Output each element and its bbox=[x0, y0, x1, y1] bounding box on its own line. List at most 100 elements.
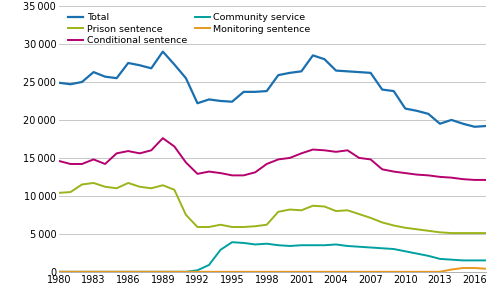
Conditional sentence bbox=[460, 177, 466, 181]
Community service bbox=[264, 242, 270, 246]
Monitoring sentence bbox=[241, 270, 246, 274]
Monitoring sentence bbox=[437, 270, 443, 274]
Community service bbox=[114, 270, 120, 274]
Conditional sentence bbox=[56, 159, 62, 163]
Conditional sentence bbox=[252, 171, 258, 174]
Total bbox=[275, 73, 281, 77]
Community service bbox=[183, 270, 189, 274]
Total bbox=[414, 109, 420, 113]
Monitoring sentence bbox=[264, 270, 270, 274]
Conditional sentence bbox=[68, 162, 74, 166]
Prison sentence bbox=[391, 224, 397, 227]
Total bbox=[241, 90, 246, 94]
Monitoring sentence bbox=[194, 270, 200, 274]
Prison sentence bbox=[171, 188, 177, 191]
Total bbox=[229, 100, 235, 104]
Conditional sentence bbox=[437, 175, 443, 179]
Prison sentence bbox=[68, 190, 74, 194]
Total bbox=[460, 122, 466, 126]
Monitoring sentence bbox=[252, 270, 258, 274]
Prison sentence bbox=[229, 225, 235, 229]
Total bbox=[114, 76, 120, 80]
Prison sentence bbox=[322, 205, 327, 208]
Total bbox=[287, 71, 293, 75]
Prison sentence bbox=[91, 181, 97, 185]
Total bbox=[333, 69, 339, 72]
Monitoring sentence bbox=[345, 270, 351, 274]
Community service bbox=[310, 243, 316, 247]
Conditional sentence bbox=[322, 149, 327, 152]
Total bbox=[148, 66, 154, 70]
Community service bbox=[91, 270, 97, 274]
Monitoring sentence bbox=[102, 270, 108, 274]
Conditional sentence bbox=[206, 170, 212, 173]
Community service bbox=[448, 258, 454, 262]
Community service bbox=[125, 270, 131, 274]
Community service bbox=[194, 268, 200, 272]
Prison sentence bbox=[160, 183, 166, 187]
Conditional sentence bbox=[287, 156, 293, 160]
Monitoring sentence bbox=[229, 270, 235, 274]
Prison sentence bbox=[287, 208, 293, 211]
Line: Total: Total bbox=[59, 52, 486, 127]
Conditional sentence bbox=[102, 162, 108, 166]
Conditional sentence bbox=[310, 148, 316, 151]
Total bbox=[483, 124, 489, 128]
Line: Monitoring sentence: Monitoring sentence bbox=[59, 268, 486, 272]
Prison sentence bbox=[275, 210, 281, 214]
Monitoring sentence bbox=[483, 267, 489, 271]
Conditional sentence bbox=[264, 162, 270, 166]
Monitoring sentence bbox=[368, 270, 374, 274]
Prison sentence bbox=[264, 223, 270, 226]
Total bbox=[125, 61, 131, 65]
Monitoring sentence bbox=[333, 270, 339, 274]
Total bbox=[425, 112, 431, 116]
Prison sentence bbox=[483, 231, 489, 235]
Community service bbox=[252, 243, 258, 246]
Community service bbox=[241, 241, 246, 245]
Prison sentence bbox=[137, 185, 143, 188]
Community service bbox=[148, 270, 154, 274]
Total bbox=[437, 122, 443, 126]
Community service bbox=[414, 252, 420, 255]
Prison sentence bbox=[218, 223, 223, 226]
Monitoring sentence bbox=[379, 270, 385, 274]
Total bbox=[402, 107, 408, 110]
Conditional sentence bbox=[471, 178, 477, 182]
Monitoring sentence bbox=[310, 270, 316, 274]
Total bbox=[68, 82, 74, 86]
Total bbox=[102, 75, 108, 79]
Prison sentence bbox=[148, 186, 154, 190]
Monitoring sentence bbox=[137, 270, 143, 274]
Conditional sentence bbox=[368, 158, 374, 161]
Prison sentence bbox=[356, 212, 362, 216]
Total bbox=[218, 99, 223, 103]
Total bbox=[194, 101, 200, 105]
Monitoring sentence bbox=[68, 270, 74, 274]
Monitoring sentence bbox=[425, 270, 431, 274]
Prison sentence bbox=[102, 185, 108, 188]
Community service bbox=[79, 270, 85, 274]
Conditional sentence bbox=[125, 149, 131, 153]
Conditional sentence bbox=[483, 178, 489, 182]
Conditional sentence bbox=[91, 158, 97, 161]
Community service bbox=[333, 243, 339, 246]
Community service bbox=[299, 243, 304, 247]
Conditional sentence bbox=[137, 152, 143, 155]
Prison sentence bbox=[368, 216, 374, 220]
Community service bbox=[322, 243, 327, 247]
Prison sentence bbox=[471, 231, 477, 235]
Total bbox=[356, 70, 362, 74]
Prison sentence bbox=[414, 227, 420, 231]
Total bbox=[206, 98, 212, 101]
Monitoring sentence bbox=[275, 270, 281, 274]
Monitoring sentence bbox=[183, 270, 189, 274]
Monitoring sentence bbox=[218, 270, 223, 274]
Community service bbox=[437, 257, 443, 261]
Community service bbox=[368, 246, 374, 249]
Conditional sentence bbox=[218, 171, 223, 175]
Monitoring sentence bbox=[287, 270, 293, 274]
Community service bbox=[460, 259, 466, 262]
Conditional sentence bbox=[379, 168, 385, 171]
Community service bbox=[229, 240, 235, 244]
